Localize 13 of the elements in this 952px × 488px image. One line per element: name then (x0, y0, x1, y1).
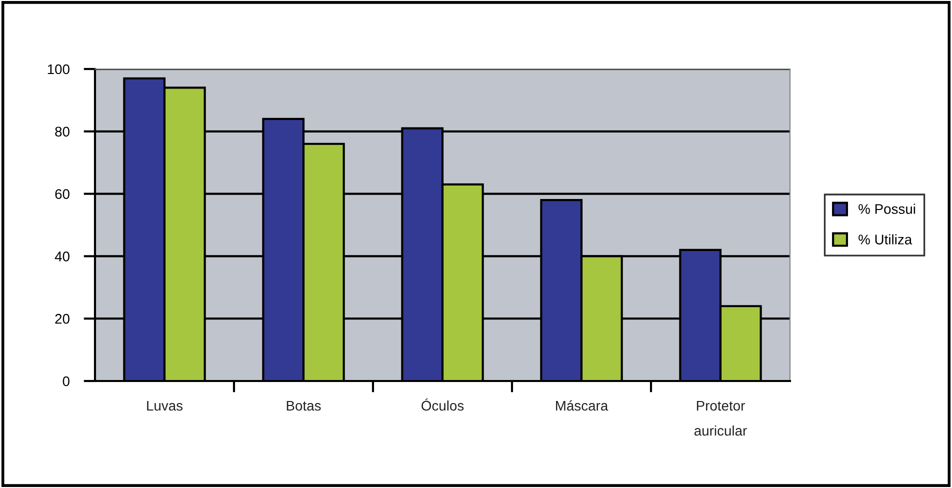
y-tick-label: 100 (48, 64, 70, 74)
x-tick-label: Luvas (147, 400, 183, 411)
legend-label: % Possui (858, 204, 916, 214)
x-tick-label: Protetor auricular (694, 400, 747, 436)
x-tick-label: Óculos (422, 398, 464, 411)
x-tick-label: Máscara (556, 400, 608, 411)
y-tick-label: 0 (62, 376, 70, 386)
y-tick-label: 40 (54, 252, 70, 262)
x-tick-label: Botas (286, 400, 321, 411)
y-tick-label: 60 (55, 189, 70, 199)
y-tick-label: 80 (55, 126, 70, 137)
legend-label: % Utiliza (858, 234, 912, 244)
y-tick-label: 20 (55, 314, 70, 324)
